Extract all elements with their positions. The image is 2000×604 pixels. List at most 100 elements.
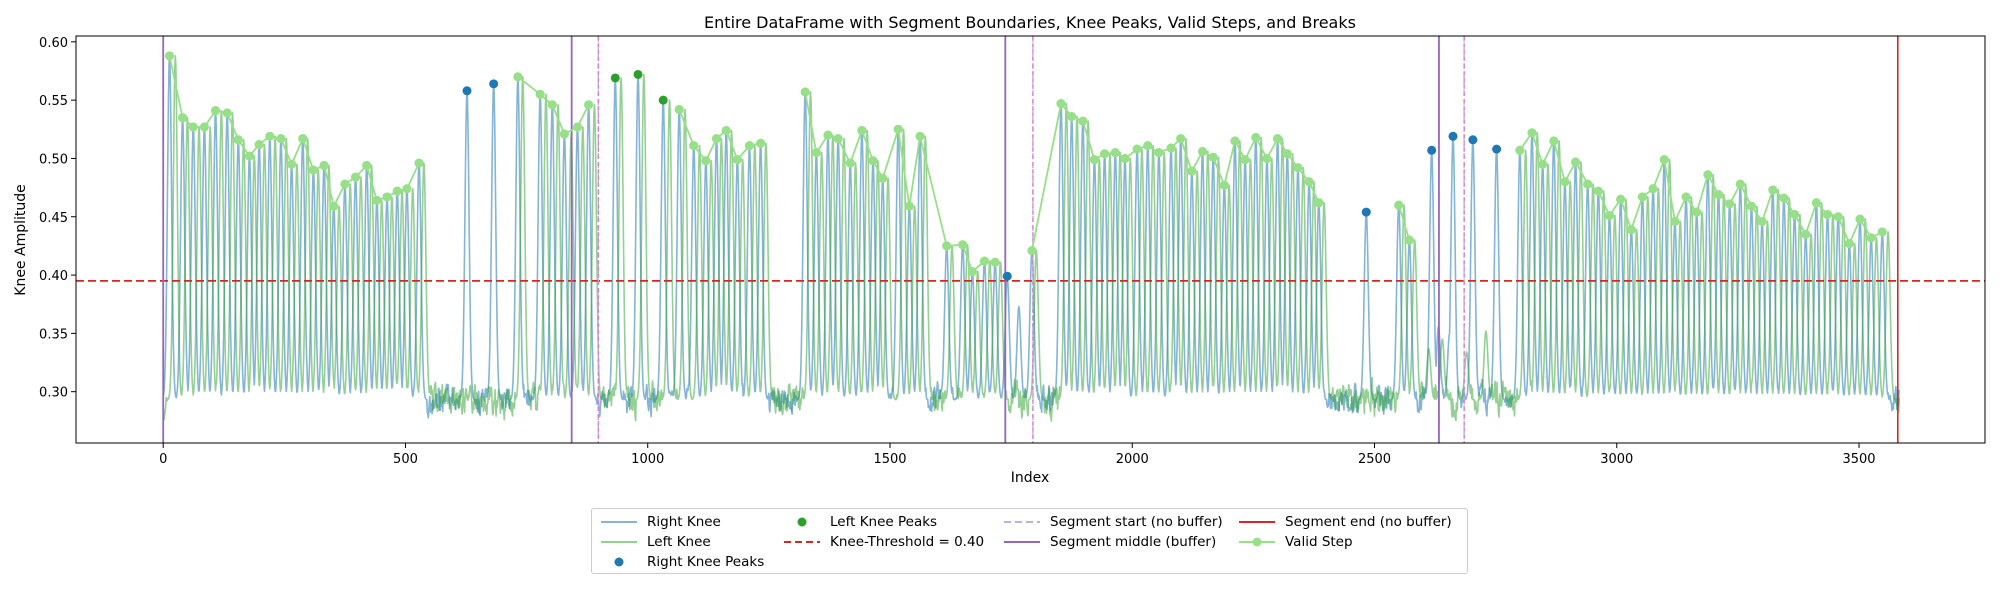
valid-step-marker-4-8 bbox=[1132, 144, 1142, 154]
legend-swatch-left-knee bbox=[601, 541, 637, 543]
legend-label-segment-end: Segment end (no buffer) bbox=[1285, 514, 1452, 530]
legend-swatch-valid-step bbox=[1239, 537, 1275, 547]
plot-frame bbox=[75, 35, 1986, 444]
valid-step-marker-1-1 bbox=[535, 89, 545, 99]
legend-swatch-segment-end bbox=[1239, 521, 1275, 523]
valid-step-marker-6-22 bbox=[1757, 216, 1767, 227]
legend-item-segment-start: Segment start (no buffer) bbox=[1002, 513, 1223, 531]
valid-step-marker-0-15 bbox=[329, 201, 339, 211]
right-knee-peak-marker-3 bbox=[1361, 207, 1371, 217]
valid-step-marker-6-20 bbox=[1735, 179, 1745, 189]
left-knee-peak-marker-0 bbox=[610, 73, 620, 83]
valid-step-marker-4-22 bbox=[1282, 149, 1292, 159]
valid-step-marker-1-3 bbox=[559, 129, 569, 139]
valid-step-marker-2-3 bbox=[711, 134, 722, 144]
valid-step-marker-3-3 bbox=[833, 134, 843, 144]
valid-step-marker-4-17 bbox=[1230, 136, 1240, 146]
left-knee-line bbox=[162, 55, 1901, 422]
valid-step-marker-6-5 bbox=[1570, 157, 1581, 167]
valid-step-marker-6-9 bbox=[1616, 194, 1626, 204]
legend-label-right-knee-peaks: Right Knee Peaks bbox=[647, 554, 765, 570]
valid-step-marker-2-6 bbox=[744, 141, 755, 151]
valid-step-marker-0-19 bbox=[372, 195, 382, 206]
valid-step-line-3 bbox=[804, 91, 996, 274]
valid-step-marker-0-18 bbox=[362, 160, 372, 171]
legend-label-valid-step: Valid Step bbox=[1285, 534, 1353, 550]
valid-step-line-5 bbox=[1397, 204, 1411, 241]
valid-step-marker-3-15 bbox=[990, 257, 1000, 267]
valid-step-marker-3-9 bbox=[904, 201, 914, 211]
valid-step-marker-4-15 bbox=[1208, 152, 1218, 162]
right-knee-peak-marker-4 bbox=[1427, 145, 1437, 155]
x-tick-label-6: 3000 bbox=[1600, 452, 1633, 467]
right-knee-peak-marker-0 bbox=[462, 86, 472, 96]
valid-step-marker-6-32 bbox=[1866, 233, 1876, 243]
valid-step-marker-6-8 bbox=[1604, 210, 1615, 221]
legend-label-left-knee: Left Knee bbox=[647, 534, 711, 550]
right-knee-peak-marker-6 bbox=[1468, 135, 1478, 145]
tick-layer: 0 500 1000 1500 2000 2500 3000 3500 0.30 0.35 0.40… bbox=[39, 36, 1876, 467]
legend: Right Knee Left Knee Right Knee Peaks Le… bbox=[591, 508, 1468, 574]
valid-step-marker-6-12 bbox=[1648, 184, 1658, 194]
valid-step-marker-4-23 bbox=[1293, 163, 1303, 173]
valid-step-marker-4-1 bbox=[1056, 99, 1066, 109]
valid-step-marker-4-10 bbox=[1154, 148, 1164, 158]
valid-step-marker-6-23 bbox=[1768, 185, 1778, 195]
right-knee-peak-marker-5 bbox=[1448, 131, 1458, 141]
valid-step-marker-2-1 bbox=[689, 141, 699, 151]
valid-step-marker-4-12 bbox=[1176, 134, 1186, 144]
x-tick-label-1: 500 bbox=[393, 452, 418, 467]
right-knee-peak-marker-7 bbox=[1492, 144, 1502, 154]
valid-step-marker-4-4 bbox=[1089, 155, 1100, 165]
right-knee-line bbox=[162, 55, 1901, 419]
valid-step-marker-6-7 bbox=[1593, 186, 1603, 196]
y-tick-label-2: 0.40 bbox=[39, 269, 68, 284]
valid-step-marker-0-5 bbox=[222, 108, 232, 118]
valid-step-marker-4-0 bbox=[1027, 245, 1037, 256]
valid-step-marker-0-21 bbox=[392, 186, 402, 196]
legend-item-segment-end: Segment end (no buffer) bbox=[1237, 513, 1452, 531]
legend-item-right-knee: Right Knee bbox=[599, 513, 721, 531]
valid-step-marker-6-16 bbox=[1692, 207, 1702, 217]
valid-step-marker-6-3 bbox=[1549, 136, 1559, 146]
valid-step-marker-1-4 bbox=[572, 122, 583, 132]
valid-step-marker-6-26 bbox=[1801, 229, 1811, 239]
x-tick-label-2: 1000 bbox=[631, 452, 664, 467]
legend-label-left-knee-peaks: Left Knee Peaks bbox=[830, 514, 938, 530]
x-tick-label-7: 3500 bbox=[1842, 452, 1875, 467]
valid-step-marker-6-29 bbox=[1833, 212, 1843, 222]
legend-swatch-segment-start bbox=[1004, 521, 1040, 523]
valid-step-marker-4-3 bbox=[1078, 116, 1088, 126]
valid-step-marker-1-5 bbox=[584, 100, 594, 110]
valid-step-marker-4-24 bbox=[1304, 177, 1314, 187]
legend-swatch-left-knee-peaks bbox=[797, 517, 807, 527]
legend-item-right-knee-peaks: Right Knee Peaks bbox=[599, 553, 764, 571]
valid-step-marker-6-33 bbox=[1877, 227, 1887, 237]
y-tick-label-0: 0.30 bbox=[39, 386, 68, 401]
chart-title: Entire DataFrame with Segment Boundaries… bbox=[704, 13, 1356, 32]
valid-step-marker-0-10 bbox=[276, 134, 286, 144]
valid-step-marker-0-12 bbox=[298, 134, 308, 144]
y-tick-label-4: 0.50 bbox=[39, 152, 68, 167]
left-knee-peak-marker-2 bbox=[658, 95, 668, 105]
valid-step-marker-0-13 bbox=[308, 165, 319, 175]
x-tick-label-5: 2500 bbox=[1358, 452, 1391, 467]
y-tick-label-6: 0.60 bbox=[39, 36, 68, 51]
valid-step-marker-0-2 bbox=[188, 122, 198, 132]
right-knee-peak-marker-1 bbox=[489, 79, 499, 89]
valid-step-marker-4-5 bbox=[1100, 149, 1110, 159]
valid-step-marker-6-1 bbox=[1527, 128, 1537, 138]
legend-label-segment-start: Segment start (no buffer) bbox=[1050, 514, 1223, 530]
valid-step-marker-0-0 bbox=[164, 51, 175, 61]
legend-label-threshold: Knee-Threshold = 0.40 bbox=[830, 534, 985, 550]
legend-swatch-right-knee bbox=[601, 521, 637, 523]
valid-step-marker-6-24 bbox=[1779, 193, 1789, 203]
valid-step-marker-2-5 bbox=[732, 155, 742, 165]
valid-step-marker-6-11 bbox=[1637, 192, 1648, 202]
valid-step-marker-0-1 bbox=[177, 113, 188, 123]
valid-step-marker-2-4 bbox=[721, 125, 731, 136]
legend-label-segment-middle: Segment middle (buffer) bbox=[1050, 534, 1217, 550]
legend-item-valid-step: Valid Step bbox=[1237, 533, 1353, 551]
